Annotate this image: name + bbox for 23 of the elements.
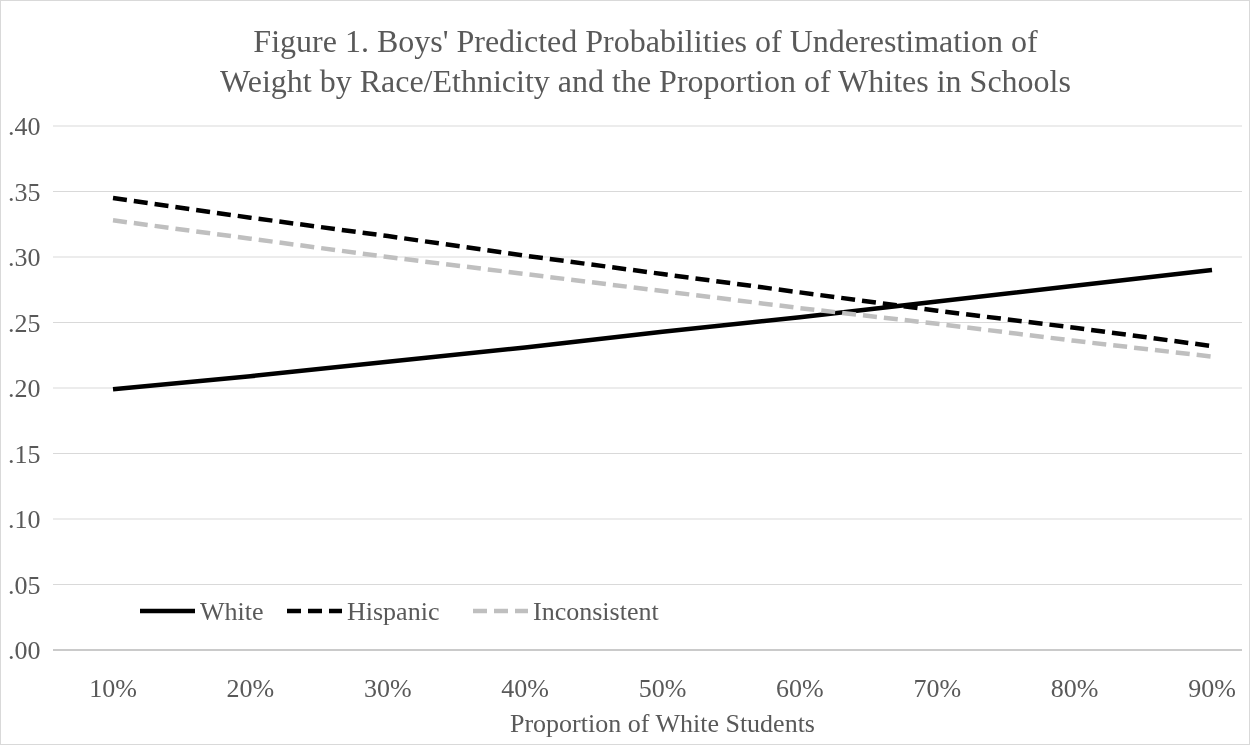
chart-title: Figure 1. Boys' Predicted Probabilities of Underestimation of Weight by Race/Ethnicity and the Proportion of Whites in Schools: [220, 23, 1071, 99]
y-tick-label: .10: [8, 505, 41, 535]
x-axis-title: Proportion of White Students: [509, 709, 816, 738]
legend-label: White: [200, 597, 264, 627]
x-tick-label: 90%: [1188, 674, 1236, 703]
x-tick-label: 30%: [363, 674, 412, 703]
x-tick-label: 60%: [776, 674, 824, 703]
x-tick-label: 50%: [638, 674, 687, 703]
x-tick-label: 20%: [226, 674, 275, 703]
y-tick-label: .30: [8, 243, 41, 273]
x-tick-label: 70%: [913, 674, 962, 703]
legend-label: Inconsistent: [533, 597, 660, 627]
x-tick-label: 80%: [1050, 674, 1099, 703]
y-tick-label: .35: [8, 177, 41, 207]
y-tick-label: .40: [8, 112, 41, 142]
x-tick-label: 40%: [501, 674, 549, 703]
y-tick-label: .00: [8, 636, 41, 666]
y-tick-label: .15: [8, 439, 41, 469]
y-tick-label: .05: [8, 570, 41, 600]
y-tick-label: .20: [8, 374, 41, 404]
y-tick-label: .25: [8, 308, 41, 338]
x-tick-label: 10%: [89, 674, 137, 703]
legend-label: Hispanic: [347, 597, 440, 627]
